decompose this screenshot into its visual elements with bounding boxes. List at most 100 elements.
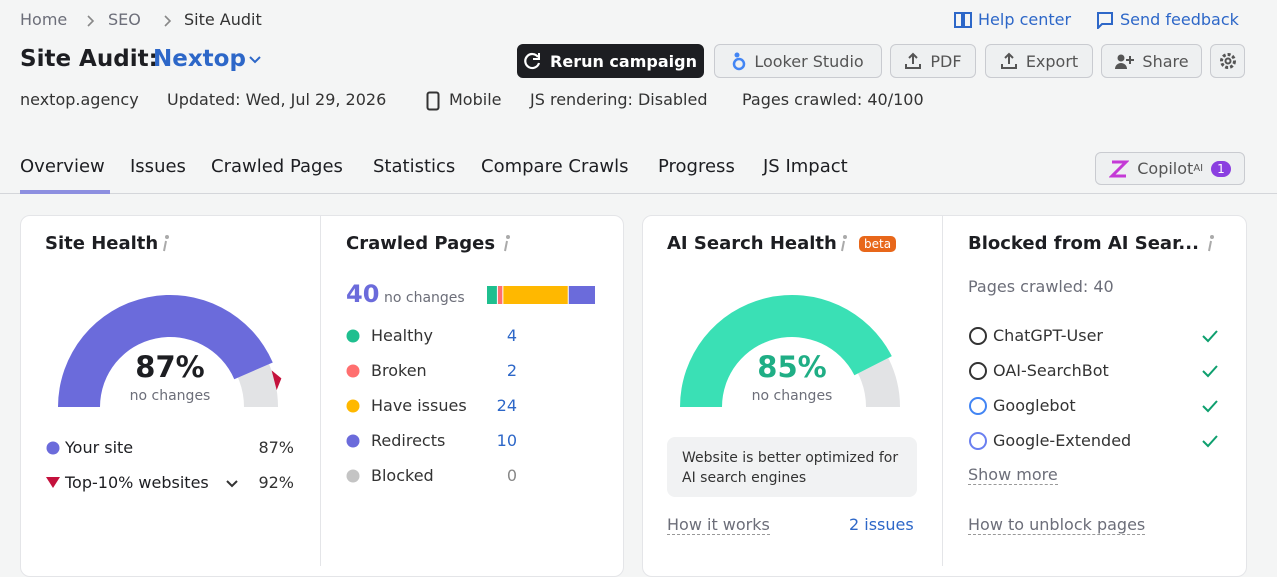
bot-icon <box>969 397 987 415</box>
legend-dot <box>346 434 360 448</box>
message-box <box>667 437 917 497</box>
project-selector[interactable]: Nextop <box>153 46 246 72</box>
page-title: Site Audit: <box>20 46 158 72</box>
icon <box>1219 53 1236 69</box>
card <box>20 215 624 577</box>
tab[interactable]: Statistics <box>373 156 456 177</box>
card-title: Site Health <box>45 233 159 254</box>
legend-dot <box>346 469 360 483</box>
gauge-note: no changes <box>129 388 211 404</box>
feedback-link[interactable]: Send feedback <box>1120 10 1239 29</box>
card-title: AI Search Health <box>667 233 837 254</box>
label: Share <box>1142 51 1189 71</box>
gauge-fill <box>680 295 892 407</box>
label: Rerun campaign <box>550 51 697 71</box>
mobile-icon <box>426 91 440 111</box>
legend-dot <box>46 441 60 455</box>
legend-dot <box>346 399 360 413</box>
icon <box>905 52 922 69</box>
tab[interactable]: JS Impact <box>763 156 848 177</box>
domain: nextop.agency <box>20 90 139 109</box>
info-icons <box>163 235 1214 252</box>
link[interactable]: How to unblock pages <box>968 515 1146 535</box>
chevron <box>164 15 172 27</box>
bot-name: Google-Extended <box>993 431 1132 450</box>
bot-name: Googlebot <box>993 396 1076 415</box>
feedback-icon <box>1097 12 1113 29</box>
settings-button[interactable] <box>1210 44 1245 78</box>
issues-link[interactable]: 2 issues <box>849 515 914 534</box>
icon <box>1109 160 1130 177</box>
tab[interactable]: Crawled Pages <box>211 156 343 177</box>
icon <box>1115 54 1135 69</box>
gauge-track <box>237 364 278 407</box>
row-value[interactable]: 24 <box>496 396 517 415</box>
breadcrumb: Site Audit <box>184 10 262 29</box>
looker-button[interactable]: Looker Studio <box>714 44 882 78</box>
icon <box>1000 52 1017 69</box>
pages-crawled: Pages crawled: 40/100 <box>742 90 924 109</box>
tab-indicator <box>20 190 110 194</box>
check <box>1202 365 1218 378</box>
message: Website is better optimized for AI searc… <box>682 450 899 486</box>
row-value[interactable]: 4 <box>506 326 517 345</box>
tab[interactable]: Issues <box>130 156 186 177</box>
label: Copilot <box>1137 159 1194 178</box>
rerun-button[interactable]: Rerun campaign <box>517 44 704 78</box>
row-value[interactable]: 10 <box>496 431 517 450</box>
total: 40 <box>346 280 380 308</box>
bar-segment <box>503 286 568 304</box>
legend-name: Your site <box>65 438 134 457</box>
breadcrumb[interactable]: SEO <box>108 10 141 29</box>
share-button[interactable]: Share <box>1101 44 1202 78</box>
legend-value: 87% <box>258 438 294 457</box>
row-value[interactable]: 2 <box>506 361 517 380</box>
divider <box>320 216 321 566</box>
device: Mobile <box>449 90 502 109</box>
card-title: Blocked from AI Sear... <box>968 233 1199 254</box>
total-note: no changes <box>384 290 465 306</box>
legend-value: 92% <box>258 473 294 492</box>
help-link[interactable]: Help center <box>978 10 1072 29</box>
sup: AI <box>1193 163 1204 174</box>
bar-segment <box>568 286 595 304</box>
label: PDF <box>930 51 962 71</box>
benchmark-marker <box>271 370 282 391</box>
show-more[interactable]: Show more <box>968 465 1058 485</box>
pdf-button[interactable]: PDF <box>890 44 976 78</box>
js-rendering: JS rendering: Disabled <box>530 90 708 109</box>
tab[interactable]: Overview <box>20 156 105 177</box>
legend-marker <box>46 477 60 488</box>
badge: 1 <box>1211 160 1231 177</box>
breadcrumb[interactable]: Home <box>20 10 68 29</box>
legend-dot <box>346 364 360 378</box>
chevron <box>87 15 95 27</box>
label: Export <box>1025 51 1079 71</box>
gauge-fill <box>58 295 273 407</box>
check <box>1202 400 1218 413</box>
tab[interactable]: Compare Crawls <box>481 156 629 177</box>
icon <box>733 52 746 71</box>
bar-segment <box>497 286 503 304</box>
bot-icon <box>969 362 987 380</box>
card-title: Crawled Pages <box>346 233 496 254</box>
gauge-track <box>857 357 900 407</box>
row-name: Healthy <box>371 326 434 345</box>
export-button[interactable]: Export <box>985 44 1093 78</box>
help-icon <box>954 12 972 28</box>
copilot-button[interactable]: Copilot AI 1 <box>1095 152 1245 185</box>
beta-badge: beta <box>859 236 897 252</box>
bot-name: ChatGPT-User <box>993 326 1103 345</box>
tab[interactable]: Progress <box>658 156 735 177</box>
bar-segment <box>487 286 497 304</box>
check <box>1202 330 1218 343</box>
updated: Updated: Wed, Jul 29, 2026 <box>167 90 387 109</box>
bot-icon <box>969 432 987 450</box>
gauge-note: no changes <box>751 388 833 404</box>
row-name: Blocked <box>371 466 434 485</box>
subtitle: Pages crawled: 40 <box>968 277 1114 296</box>
tab-divider <box>0 193 1277 194</box>
link[interactable]: How it works <box>667 515 770 535</box>
